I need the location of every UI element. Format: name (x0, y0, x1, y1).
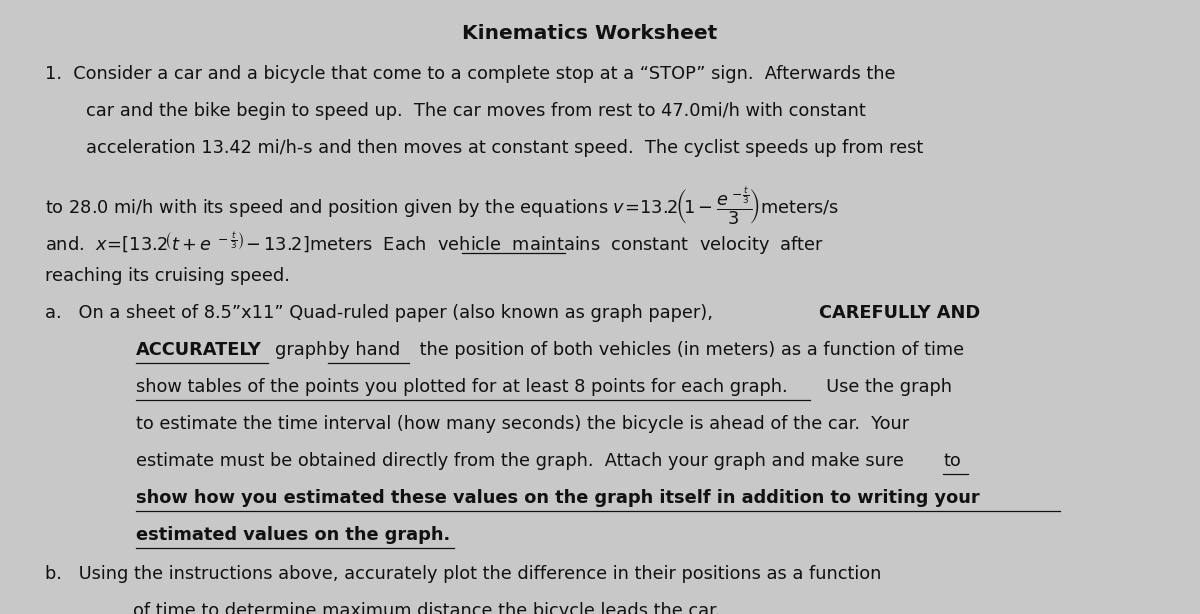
Text: estimate must be obtained directly from the graph.  Attach your graph and make s: estimate must be obtained directly from … (136, 453, 910, 470)
Text: acceleration 13.42 mi/h-s and then moves at constant speed.  The cyclist speeds : acceleration 13.42 mi/h-s and then moves… (85, 139, 923, 157)
Text: show how you estimated these values on the graph itself in addition to writing y: show how you estimated these values on t… (136, 489, 979, 507)
Text: to 28.0 mi/h with its speed and position given by the equations $v\!=\!13.2\!\le: to 28.0 mi/h with its speed and position… (46, 185, 840, 227)
Text: of time to determine maximum distance the bicycle leads the car.: of time to determine maximum distance th… (133, 602, 720, 614)
Text: 1.  Consider a car and a bicycle that come to a complete stop at a “STOP” sign. : 1. Consider a car and a bicycle that com… (46, 64, 896, 83)
Text: to: to (943, 453, 961, 470)
Text: ACCURATELY: ACCURATELY (136, 341, 262, 359)
Text: Kinematics Worksheet: Kinematics Worksheet (462, 24, 718, 43)
Text: and.  $x\!=\!\left[13.2\!\left(t+e^{\;-\frac{t}{3}}\right)\!-13.2\right]$meters : and. $x\!=\!\left[13.2\!\left(t+e^{\;-\f… (46, 230, 824, 257)
Text: a.   On a sheet of 8.5”x11” Quad-ruled paper (also known as graph paper),: a. On a sheet of 8.5”x11” Quad-ruled pap… (46, 304, 719, 322)
Text: Use the graph: Use the graph (815, 378, 952, 396)
Text: CAREFULLY AND: CAREFULLY AND (820, 304, 980, 322)
Text: by hand: by hand (328, 341, 401, 359)
Text: estimated values on the graph.: estimated values on the graph. (136, 526, 450, 545)
Text: car and the bike begin to speed up.  The car moves from rest to 47.0mi/h with co: car and the bike begin to speed up. The … (85, 102, 865, 120)
Text: show tables of the points you plotted for at least 8 points for each graph.: show tables of the points you plotted fo… (136, 378, 787, 396)
Text: the position of both vehicles (in meters) as a function of time: the position of both vehicles (in meters… (414, 341, 965, 359)
Text: reaching its cruising speed.: reaching its cruising speed. (46, 267, 290, 285)
Text: b.   Using the instructions above, accurately plot the difference in their posit: b. Using the instructions above, accurat… (46, 565, 882, 583)
Text: to estimate the time interval (how many seconds) the bicycle is ahead of the car: to estimate the time interval (how many … (136, 415, 910, 433)
Text: graph: graph (275, 341, 334, 359)
